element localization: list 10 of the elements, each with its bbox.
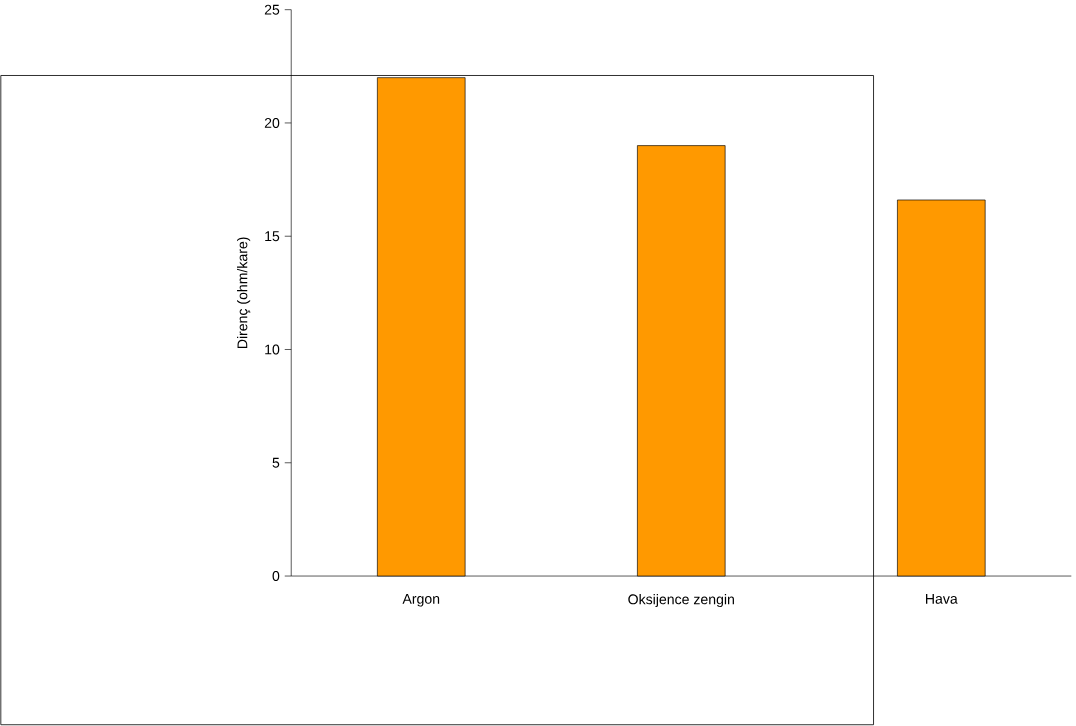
y-tick-label: 20: [264, 118, 280, 129]
y-tick-label: 0: [272, 571, 280, 582]
y-axis-title: Direnç (ohm/kare): [237, 237, 251, 349]
y-tick-label: 15: [265, 231, 280, 242]
x-tick-label: Hava: [926, 594, 958, 604]
x-tick-label: Argon: [402, 594, 440, 607]
y-tick-label: 25: [264, 4, 280, 15]
y-tick-label: 10: [265, 344, 280, 355]
y-tick-label: 5: [272, 458, 280, 468]
x-tick-label: Oksijence zengin: [628, 594, 734, 608]
